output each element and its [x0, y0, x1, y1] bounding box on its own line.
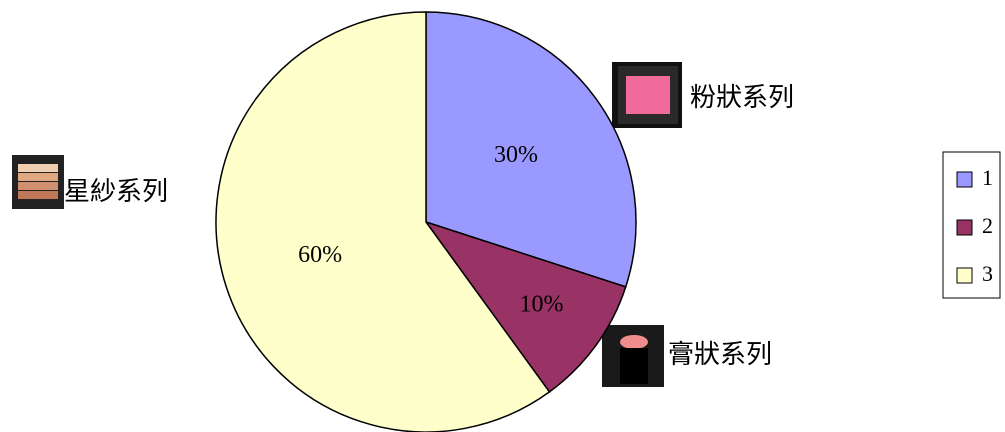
annotation: 星紗系列 — [64, 177, 168, 206]
legend-swatch — [956, 171, 973, 188]
data-label: 10% — [520, 291, 564, 317]
icon-powder — [612, 62, 682, 128]
icon-cream — [602, 325, 664, 387]
annotation: 粉狀系列 — [690, 83, 794, 112]
icon-shimmer — [12, 155, 64, 209]
legend-label: 3 — [982, 261, 993, 286]
legend-label: 2 — [982, 213, 993, 238]
legend-swatch — [956, 267, 973, 284]
data-label: 60% — [298, 242, 342, 268]
pie-slice — [424, 220, 627, 393]
data-label: 30% — [494, 142, 538, 168]
pie-slice — [425, 11, 637, 288]
annotation: 膏狀系列 — [668, 340, 772, 369]
legend-swatch — [956, 219, 973, 236]
legend-label: 1 — [982, 165, 993, 190]
pie-slice — [215, 11, 551, 432]
